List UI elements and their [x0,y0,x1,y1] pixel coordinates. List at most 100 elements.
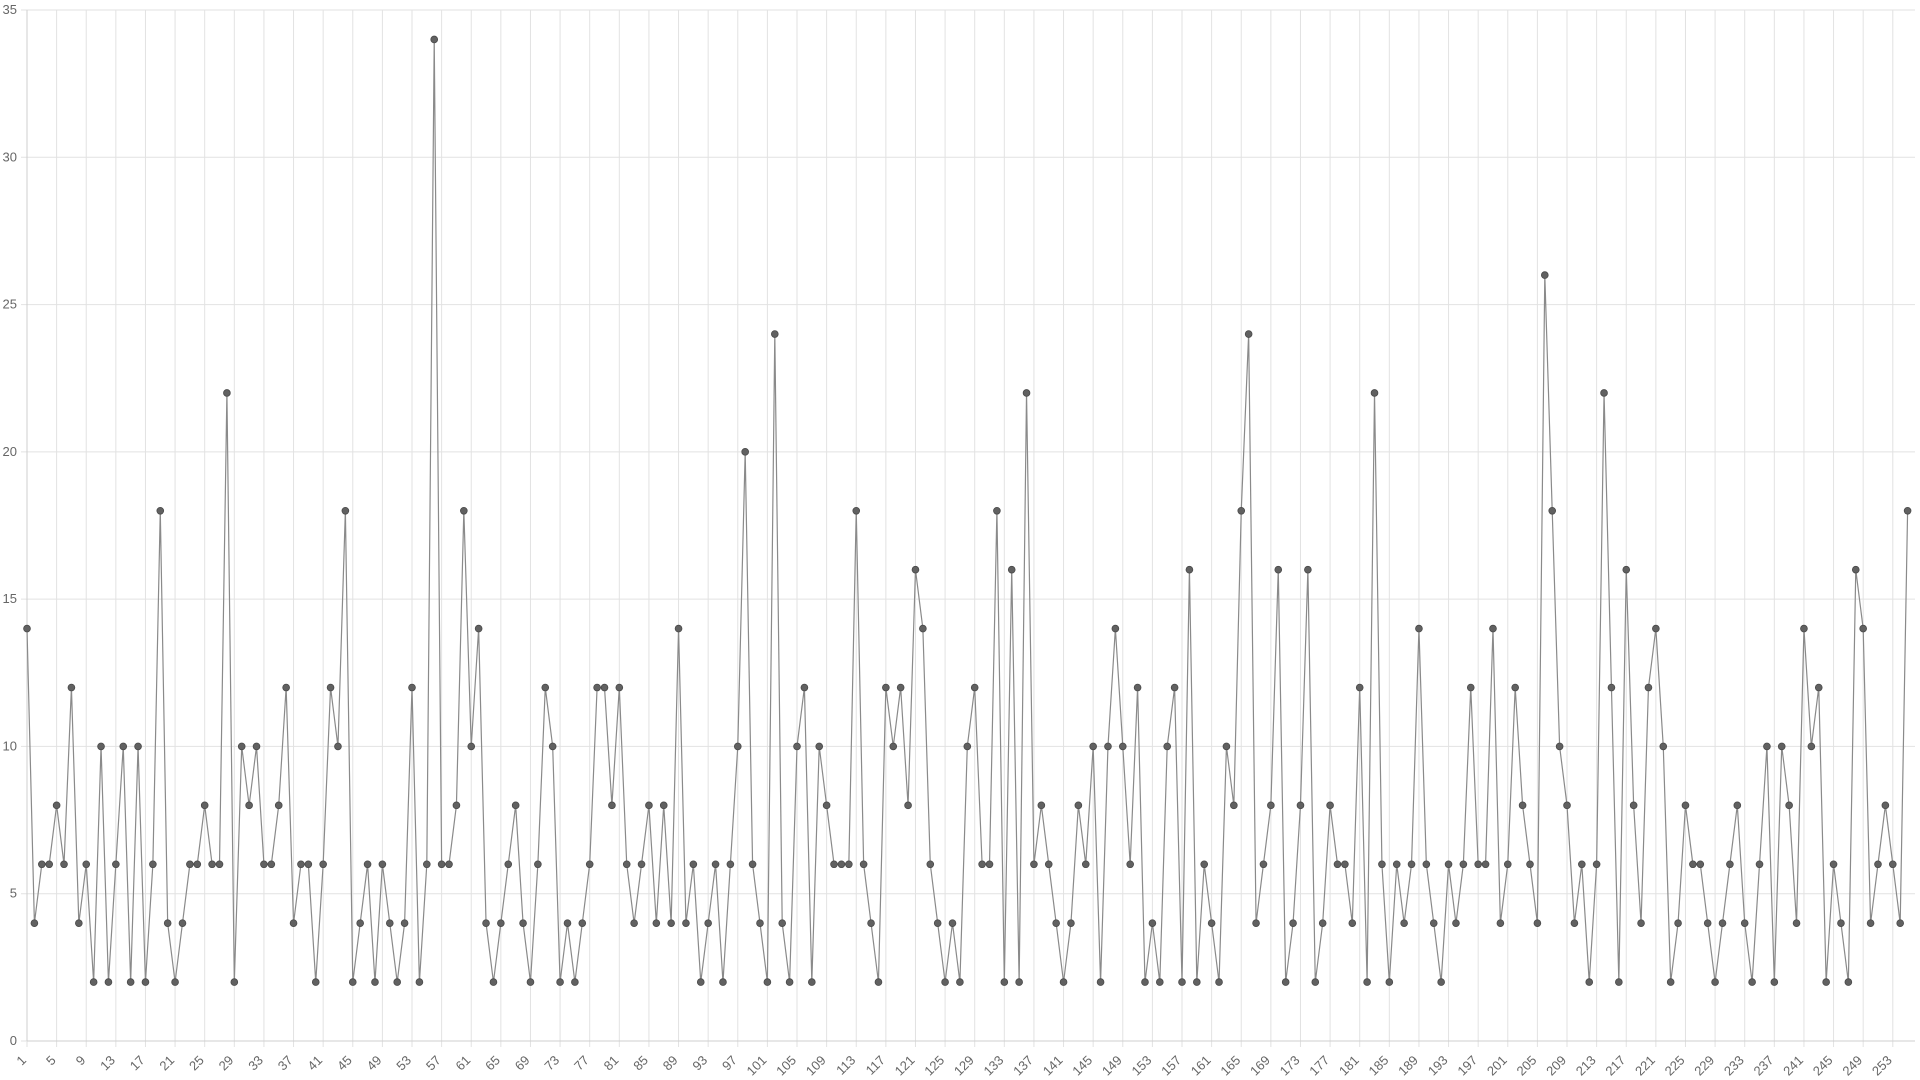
data-point [1304,565,1312,574]
data-point [1237,506,1246,515]
data-point [578,919,587,927]
x-tick-label: 193 [1425,1053,1451,1079]
data-point [460,506,468,515]
data-point [149,860,157,869]
data-point [1007,565,1016,574]
data-point [1600,389,1608,397]
data-point [1222,742,1231,751]
y-tick-label: 0 [10,1033,17,1048]
data-point [423,860,431,869]
data-point [874,978,883,986]
x-tick-label: 137 [1010,1053,1036,1079]
data-point [1037,801,1046,810]
data-point [741,448,749,456]
data-point [45,860,54,869]
data-point [1874,860,1882,869]
data-point [119,742,128,751]
data-point [134,742,142,751]
x-tick-label: 117 [863,1053,888,1078]
y-tick-label: 20 [3,444,17,459]
data-point [23,624,31,633]
data-point [667,919,675,927]
data-point [178,919,187,927]
x-tick-label: 249 [1839,1053,1865,1079]
data-point [1726,860,1734,869]
data-point [704,919,712,927]
x-tick-label: 17 [127,1053,148,1074]
data-point [1415,624,1423,633]
data-point [1437,978,1445,986]
data-point [733,742,742,751]
data-point [1392,860,1401,869]
x-tick-label: 85 [630,1053,651,1074]
data-point [1370,389,1379,397]
data-point [882,683,890,692]
data-point [941,978,949,986]
data-point [726,860,735,869]
data-point [1444,860,1453,869]
data-point [1666,978,1675,986]
x-tick-label: 69 [512,1053,533,1074]
x-tick-label: 241 [1780,1053,1806,1079]
data-point [1881,801,1890,810]
data-point [1533,919,1542,927]
data-point [541,683,550,692]
x-tick-label: 101 [744,1053,770,1079]
data-point [1378,860,1386,869]
data-point [200,801,209,810]
data-point [1689,860,1697,869]
data-point [1156,978,1164,986]
data-point [1548,506,1557,515]
data-point [896,683,905,692]
data-point [1355,683,1364,692]
x-tick-label: 229 [1691,1053,1717,1079]
x-tick-label: 221 [1632,1053,1658,1079]
data-point [1770,978,1779,986]
data-point [1518,801,1527,810]
data-point [223,389,231,397]
data-point [1311,978,1320,986]
x-tick-label: 225 [1662,1053,1688,1079]
data-point [1763,742,1771,751]
data-point [1748,978,1756,986]
data-point [711,860,720,869]
data-point [889,742,898,751]
x-tick-label: 165 [1217,1053,1243,1079]
data-point [1059,978,1068,986]
data-point [437,860,446,869]
data-point [1104,742,1112,751]
data-point [474,624,483,633]
data-point [1096,978,1105,986]
data-point [1163,742,1171,751]
data-point [785,978,794,986]
data-point [815,742,824,751]
data-point [1044,860,1053,869]
data-point [830,860,838,869]
data-point [489,978,498,986]
data-point [186,860,194,869]
data-point [852,506,861,515]
data-point [1777,742,1786,751]
data-point [1592,860,1601,869]
data-point [75,919,83,927]
data-point [911,565,920,574]
data-point [1851,565,1860,574]
data-point [1363,978,1371,986]
data-point [326,683,335,692]
data-point [52,801,61,810]
data-point [1030,860,1038,869]
data-point [1696,860,1705,869]
data-point [415,978,424,986]
data-point [645,801,653,810]
x-tick-label: 121 [892,1053,918,1079]
data-point [1267,801,1275,810]
data-point [97,742,105,751]
x-tick-label: 201 [1484,1053,1510,1079]
x-tick-label: 173 [1277,1053,1303,1079]
data-point [215,860,224,869]
data-point [452,801,461,810]
data-point [919,624,927,633]
y-tick-label: 30 [3,149,17,164]
data-point [1015,978,1023,986]
x-tick-label: 29 [216,1053,237,1074]
